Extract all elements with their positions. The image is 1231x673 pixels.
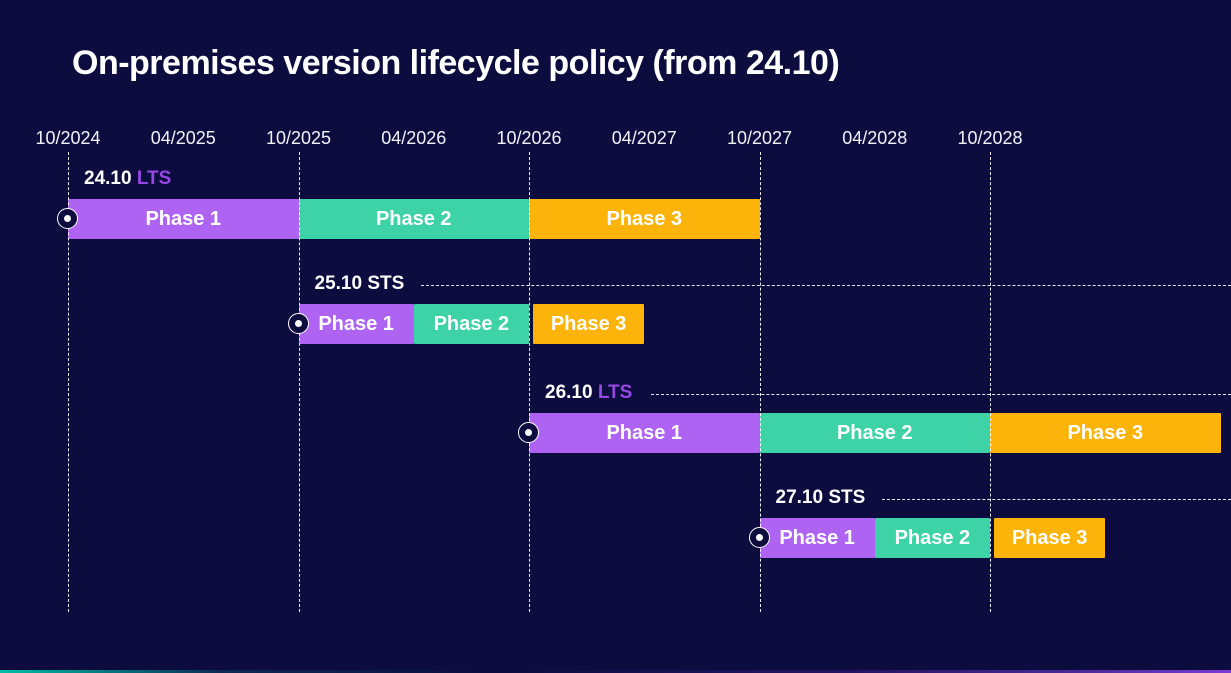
label-guide-dashed-line xyxy=(420,285,1231,286)
phase-bar-1: Phase 1 xyxy=(68,199,299,239)
release-start-marker-icon xyxy=(57,208,78,229)
release-version: 25.10 xyxy=(314,273,368,294)
marker-dot xyxy=(525,429,532,436)
release-version: 26.10 xyxy=(545,382,598,403)
label-guide-dashed-line xyxy=(881,499,1231,500)
axis-tick-label: 04/2026 xyxy=(381,128,447,148)
release-label: 27.10 STS xyxy=(776,487,866,509)
phase-bar-3: Phase 3 xyxy=(529,199,760,239)
page-title: On-premises version lifecycle policy (fr… xyxy=(72,44,840,82)
gridline-vertical xyxy=(759,152,761,612)
axis-tick-label: 04/2027 xyxy=(611,128,677,148)
release-label: 25.10 STS xyxy=(315,273,405,295)
gridline-vertical xyxy=(68,152,69,612)
phase-bar-2: Phase 2 xyxy=(759,413,990,453)
release-type-tag: LTS xyxy=(597,382,633,403)
release-type-tag: LTS xyxy=(136,168,172,189)
phase-bar-3: Phase 3 xyxy=(533,304,645,344)
brand-gradient-strip xyxy=(0,670,1231,673)
label-guide-dashed-line xyxy=(651,394,1231,395)
release-start-marker-icon xyxy=(287,313,309,334)
axis-tick-label: 10/2024 xyxy=(35,128,101,148)
gridline-vertical xyxy=(529,152,530,612)
phase-bar-1: Phase 1 xyxy=(529,413,760,453)
axis-tick-label: 10/2027 xyxy=(726,128,793,148)
release-version: 27.10 xyxy=(775,487,829,508)
gridline-vertical xyxy=(990,152,991,612)
release-type-tag: STS xyxy=(367,273,405,294)
phase-bar-3: Phase 3 xyxy=(994,518,1106,558)
axis-tick-label: 10/2025 xyxy=(265,128,332,148)
release-label: 26.10 LTS xyxy=(545,382,632,404)
phase-bar-2: Phase 2 xyxy=(413,304,529,344)
release-type-tag: STS xyxy=(828,487,866,508)
release-start-marker-icon xyxy=(748,527,770,548)
release-version: 24.10 xyxy=(84,168,137,189)
phase-bar-3: Phase 3 xyxy=(990,413,1221,453)
marker-dot xyxy=(755,534,763,541)
axis-tick-label: 04/2028 xyxy=(842,128,908,148)
release-start-marker-icon xyxy=(518,422,539,443)
axis-tick-label: 10/2028 xyxy=(957,128,1023,148)
phase-bar-2: Phase 2 xyxy=(298,199,529,239)
release-label: 24.10 LTS xyxy=(84,168,171,190)
phase-bar-2: Phase 2 xyxy=(874,518,990,558)
phase-bar-1: Phase 1 xyxy=(759,518,875,558)
axis-tick-label: 04/2025 xyxy=(150,128,216,148)
phase-bar-1: Phase 1 xyxy=(298,304,414,344)
gridline-vertical xyxy=(298,152,300,612)
axis-tick-label: 10/2026 xyxy=(496,128,562,148)
marker-dot xyxy=(64,215,71,222)
marker-dot xyxy=(294,320,302,327)
